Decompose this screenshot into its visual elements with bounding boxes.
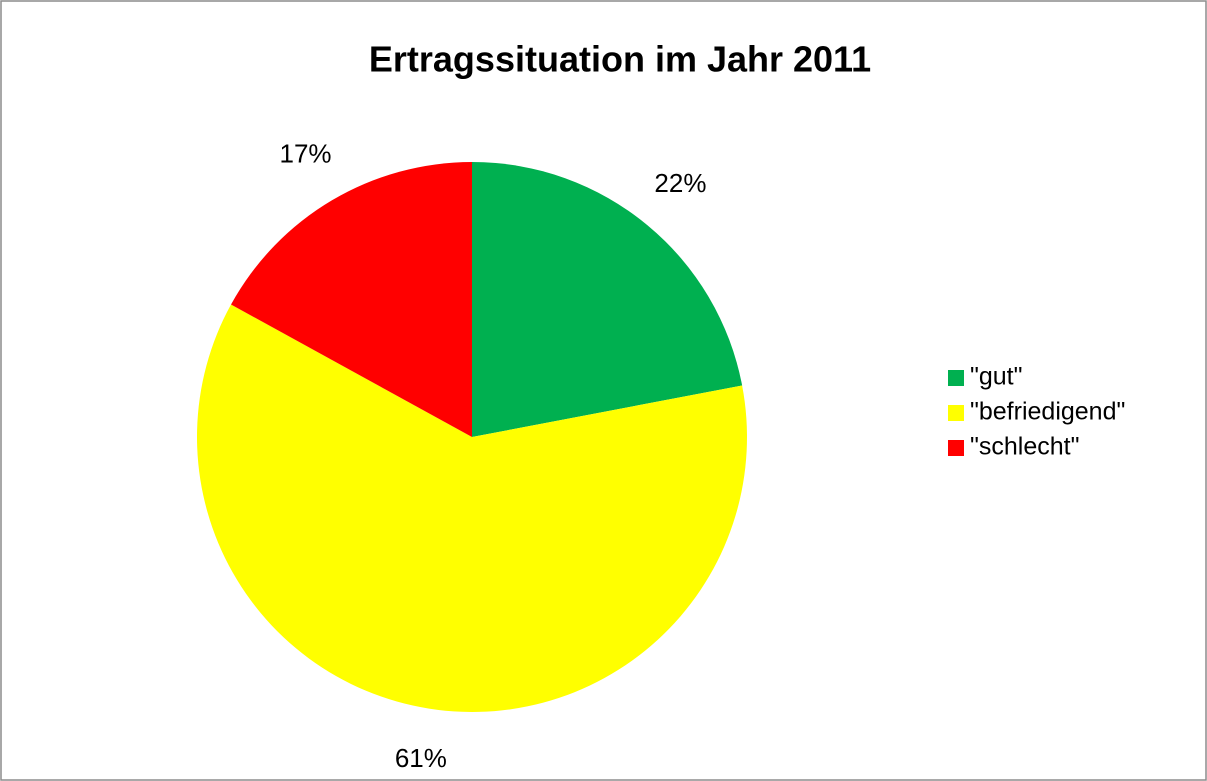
data-label: 61% <box>395 743 447 773</box>
legend-label: "gut" <box>970 363 1023 391</box>
pie-slice <box>231 162 472 437</box>
chart-title: Ertragssituation im Jahr 2011 <box>369 39 871 80</box>
legend-swatch <box>948 440 964 456</box>
legend-swatch <box>948 370 964 386</box>
legend-label: "schlecht" <box>970 433 1079 461</box>
data-label: 17% <box>280 138 332 168</box>
data-label: 22% <box>654 168 706 198</box>
legend-label: "befriedigend" <box>970 398 1125 426</box>
pie-slice <box>472 162 743 437</box>
legend-swatch <box>948 405 964 421</box>
pie-slice <box>196 304 747 712</box>
